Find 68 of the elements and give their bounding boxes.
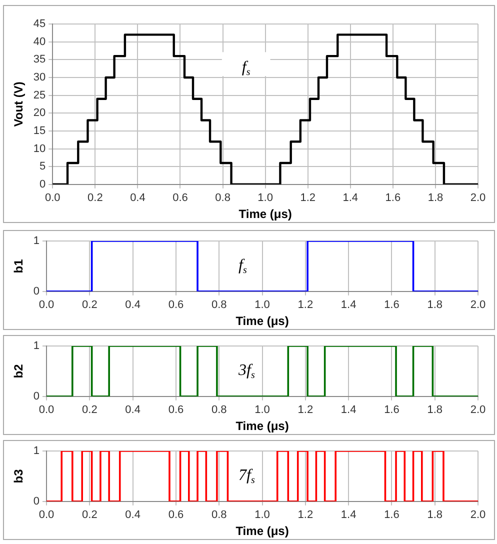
x-tick-label: 0.2	[88, 192, 103, 204]
y-tick-label: 0	[33, 390, 40, 402]
y-axis-title: b2	[12, 364, 26, 378]
x-tick-label: 0.6	[168, 509, 184, 522]
x-tick-label: 0.2	[82, 404, 98, 416]
x-tick-label: 1.8	[427, 299, 442, 312]
x-tick-label: 1.0	[254, 299, 270, 312]
x-tick-label: 0.6	[168, 404, 184, 416]
y-tick-label: 1	[33, 445, 40, 458]
x-tick-label: 0.0	[38, 509, 54, 522]
x-tick-label: 1.4	[340, 509, 356, 522]
y-tick-label: 5	[40, 160, 46, 173]
x-tick-label: 0.0	[38, 299, 54, 312]
x-tick-label: 0.6	[168, 299, 184, 312]
x-tick-label: 2.0	[470, 509, 486, 522]
x-tick-label: 0.8	[215, 192, 230, 204]
x-tick-label: 1.6	[384, 404, 400, 416]
y-tick-label: 1	[33, 235, 40, 248]
x-tick-label: 1.2	[300, 192, 316, 204]
x-tick-label: 0.2	[82, 509, 98, 522]
y-tick-label: 0	[33, 285, 40, 298]
y-tick-label: 45	[33, 18, 46, 30]
x-tick-label: 0.4	[130, 192, 146, 204]
x-tick-label: 1.6	[385, 192, 401, 204]
y-axis-title: Vout (V)	[12, 82, 26, 127]
x-tick-label: 1.4	[340, 404, 356, 416]
x-tick-label: 0.4	[125, 404, 140, 416]
x-tick-label: 0.4	[125, 509, 140, 522]
y-tick-label: 25	[33, 89, 46, 102]
x-tick-label: 1.0	[254, 404, 270, 416]
x-tick-label: 0.2	[82, 299, 98, 312]
x-tick-label: 1.6	[384, 509, 400, 522]
x-tick-label: 1.4	[340, 299, 356, 312]
x-tick-label: 0.8	[211, 509, 227, 522]
x-tick-label: 1.6	[384, 299, 400, 312]
y-tick-label: 0	[33, 495, 40, 508]
x-axis-title: Time (μs)	[238, 207, 292, 222]
y-tick-label: 1	[33, 340, 40, 352]
x-tick-label: 2.0	[470, 192, 486, 204]
x-tick-label: 2.0	[470, 404, 486, 416]
x-tick-label: 0.6	[172, 192, 188, 204]
x-tick-label: 1.8	[427, 509, 442, 522]
y-axis-title: b1	[12, 258, 26, 274]
y-tick-label: 10	[33, 142, 46, 155]
x-tick-label: 0.8	[211, 299, 227, 312]
x-tick-label: 2.0	[470, 299, 486, 312]
x-axis-title: Time (μs)	[236, 419, 289, 434]
x-tick-label: 0.0	[38, 404, 54, 416]
x-axis-title: Time (μs)	[236, 314, 289, 328]
y-tick-label: 40	[33, 36, 46, 48]
x-tick-label: 1.8	[428, 192, 444, 204]
x-tick-label: 1.0	[258, 192, 273, 204]
x-tick-label: 1.0	[254, 509, 270, 522]
y-tick-label: 0	[40, 178, 46, 190]
x-axis-title: Time (μs)	[236, 524, 289, 538]
x-tick-label: 0.4	[125, 299, 140, 312]
y-tick-label: 30	[33, 72, 46, 84]
x-tick-label: 1.4	[342, 192, 358, 204]
x-tick-label: 0.0	[44, 192, 60, 204]
y-tick-label: 15	[33, 124, 46, 137]
y-tick-label: 35	[33, 54, 46, 66]
x-tick-label: 1.8	[427, 404, 442, 416]
y-tick-label: 20	[33, 107, 46, 120]
x-tick-label: 1.2	[298, 299, 314, 312]
x-tick-label: 1.2	[298, 404, 314, 416]
y-axis-title: b3	[12, 468, 26, 484]
x-tick-label: 0.8	[211, 404, 227, 416]
x-tick-label: 1.2	[298, 509, 314, 522]
